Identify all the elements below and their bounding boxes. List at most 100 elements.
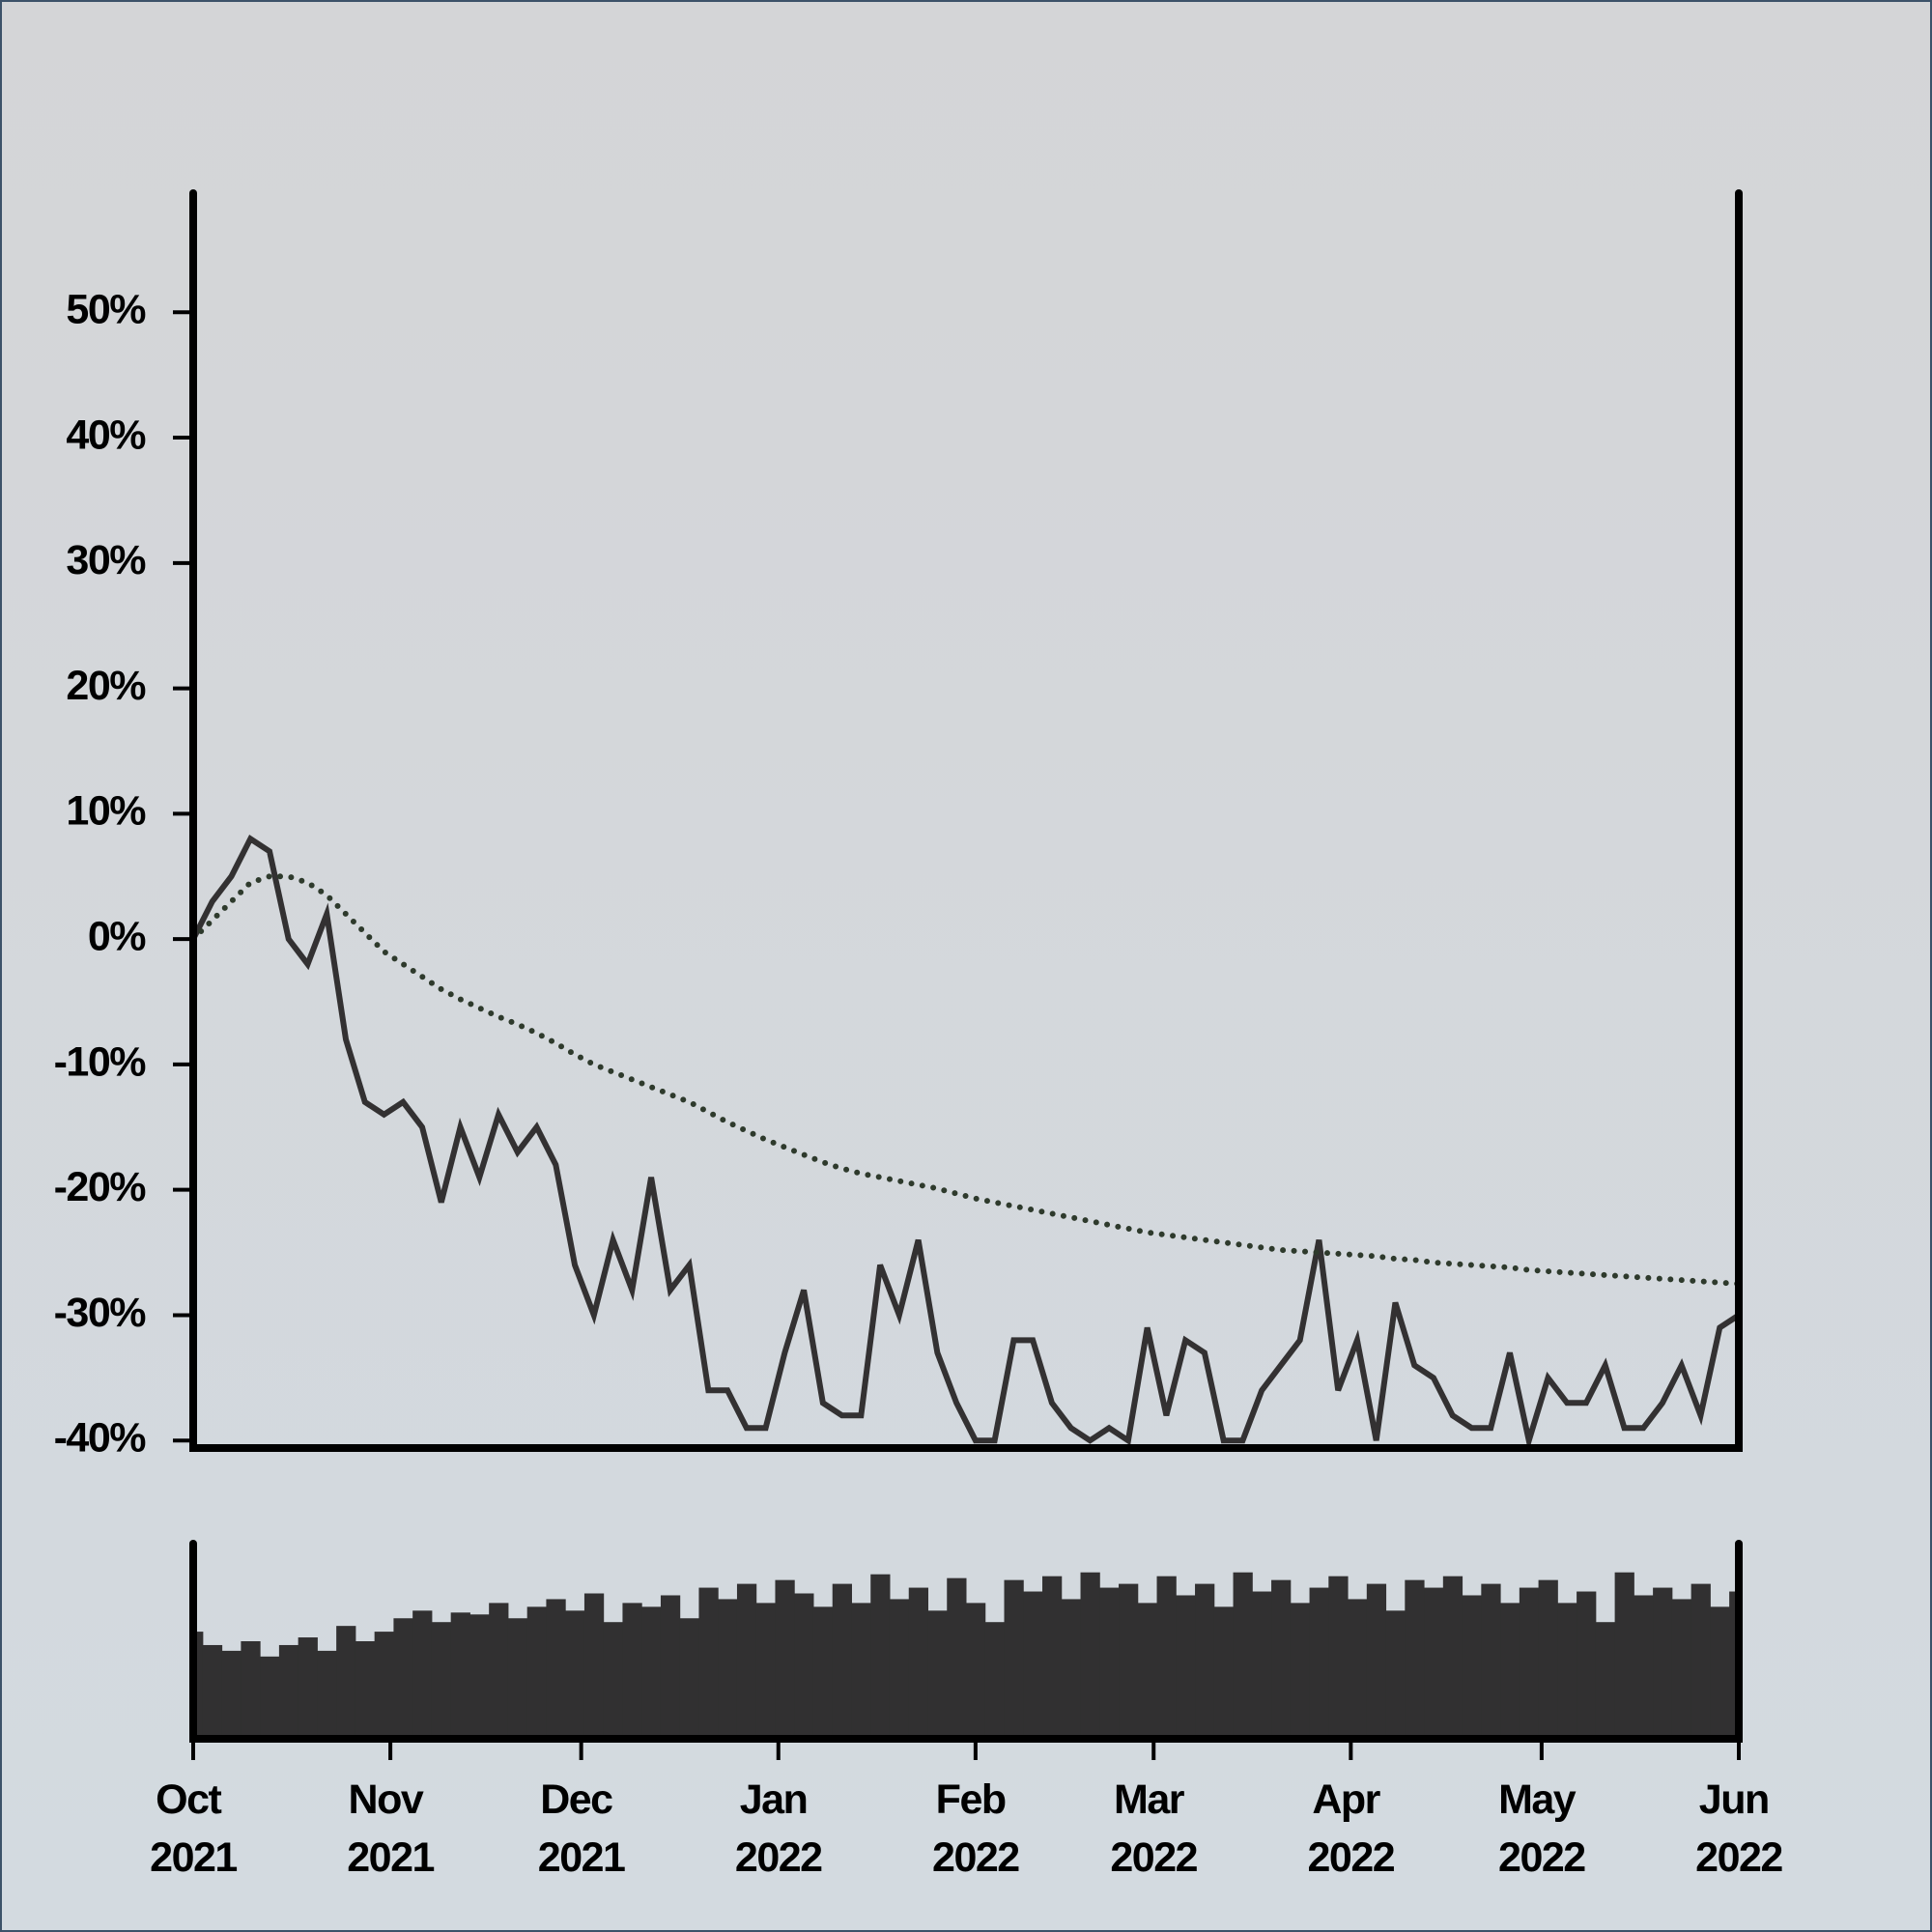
volume-bar xyxy=(889,1599,910,1737)
volume-bar xyxy=(202,1644,223,1737)
price-line xyxy=(190,834,1742,1453)
volume-bar xyxy=(469,1614,490,1737)
volume-bar xyxy=(1634,1595,1654,1737)
y-tick-label: 30% xyxy=(66,537,146,583)
y-tick-label: -40% xyxy=(54,1415,147,1462)
volume-bar xyxy=(1195,1583,1215,1737)
volume-bar xyxy=(317,1650,337,1737)
volume-bar xyxy=(984,1622,1006,1737)
volume-bar xyxy=(1328,1576,1349,1737)
volume-bar xyxy=(1538,1579,1558,1737)
volume-bar xyxy=(755,1603,776,1737)
volume-bar xyxy=(1442,1576,1463,1737)
volume-bar xyxy=(260,1656,280,1737)
volume-bar xyxy=(1577,1591,1597,1737)
volume-bar xyxy=(1080,1572,1100,1737)
volume-bar xyxy=(851,1603,871,1737)
volume-bar xyxy=(1233,1572,1253,1737)
volume-bar xyxy=(507,1618,528,1737)
x-tick-label: Jan 2022 xyxy=(735,1776,822,1881)
volume-bar xyxy=(660,1595,681,1737)
volume-bar xyxy=(565,1610,585,1737)
volume-bar xyxy=(193,1632,204,1737)
y-tick-label: -20% xyxy=(54,1164,147,1210)
volume-bar xyxy=(1004,1579,1024,1737)
volume-bar xyxy=(1653,1587,1673,1737)
y-tick-label: 20% xyxy=(66,663,146,709)
y-tick-label: -30% xyxy=(54,1290,147,1336)
x-tick-label: Oct 2021 xyxy=(150,1776,237,1881)
volume-bar xyxy=(393,1618,413,1737)
volume-bar xyxy=(278,1644,299,1737)
volume-bar xyxy=(241,1641,261,1737)
x-tick-label: Jun 2022 xyxy=(1695,1776,1782,1881)
volume-bar xyxy=(812,1606,834,1737)
volume-bar xyxy=(679,1618,699,1737)
volume-bar xyxy=(546,1599,566,1737)
volume-bar xyxy=(698,1587,719,1737)
volume-bar xyxy=(1099,1587,1120,1737)
y-tick-label: 50% xyxy=(66,287,146,333)
volume-bar xyxy=(622,1603,642,1737)
volume-bar xyxy=(947,1577,967,1737)
x-tick-label: Mar 2022 xyxy=(1110,1776,1197,1881)
volume-bar xyxy=(431,1622,452,1737)
volume-bar xyxy=(450,1612,470,1737)
volume-bar xyxy=(1671,1599,1692,1737)
volume-bar xyxy=(641,1606,662,1737)
volume-bar xyxy=(583,1593,605,1737)
volume-bar xyxy=(1710,1606,1730,1737)
volume-bar xyxy=(355,1641,376,1737)
volume-bar xyxy=(966,1603,986,1737)
volume-bar xyxy=(1385,1610,1406,1737)
volume-bar xyxy=(736,1583,757,1737)
volume-bar xyxy=(1481,1583,1501,1737)
volume-bar xyxy=(870,1574,891,1737)
y-tick-label: -10% xyxy=(54,1038,147,1085)
y-tick-label: 40% xyxy=(66,412,146,458)
volume-bar xyxy=(1729,1591,1739,1737)
volume-bar xyxy=(832,1583,852,1737)
x-tick-label: Nov 2021 xyxy=(347,1776,434,1881)
volume-bar xyxy=(1119,1583,1139,1737)
volume-bar xyxy=(298,1637,318,1737)
volume-bar xyxy=(908,1587,928,1737)
volume-bar xyxy=(1061,1599,1082,1737)
trend-line xyxy=(190,873,1742,1287)
volume-bar xyxy=(1252,1591,1272,1737)
volume-bar xyxy=(1213,1606,1235,1737)
volume-bar xyxy=(1309,1587,1329,1737)
volume-bar xyxy=(1690,1583,1711,1737)
volume-bar xyxy=(927,1610,948,1737)
volume-bar xyxy=(1042,1576,1063,1737)
y-tick-label: 0% xyxy=(88,913,146,959)
x-tick-label: Apr 2022 xyxy=(1308,1776,1395,1881)
volume-bar xyxy=(1614,1572,1634,1737)
volume-bar xyxy=(1462,1595,1482,1737)
volume-bar xyxy=(603,1622,623,1737)
volume-bar xyxy=(489,1603,509,1737)
volume-bar xyxy=(794,1593,814,1737)
volume-bar xyxy=(221,1650,242,1737)
volume-bar xyxy=(1519,1587,1540,1737)
volume-bar xyxy=(1405,1579,1425,1737)
volume-bar xyxy=(1366,1583,1387,1737)
volume-bar xyxy=(775,1579,795,1737)
volume-bar xyxy=(374,1632,394,1737)
volume-bar xyxy=(1348,1599,1368,1737)
volume-bars xyxy=(193,1572,1739,1737)
x-tick-label: Feb 2022 xyxy=(932,1776,1019,1881)
volume-bar xyxy=(1023,1591,1043,1737)
volume-bar xyxy=(526,1606,547,1737)
volume-bar xyxy=(412,1610,433,1737)
volume-bar xyxy=(1500,1603,1520,1737)
volume-bar xyxy=(1595,1622,1616,1737)
volume-bar xyxy=(1290,1603,1311,1737)
volume-bar xyxy=(1557,1603,1577,1737)
volume-bar xyxy=(336,1626,356,1737)
x-tick-label: Dec 2021 xyxy=(538,1776,625,1881)
x-tick-label: May 2022 xyxy=(1498,1776,1585,1881)
volume-bar xyxy=(1271,1579,1292,1737)
